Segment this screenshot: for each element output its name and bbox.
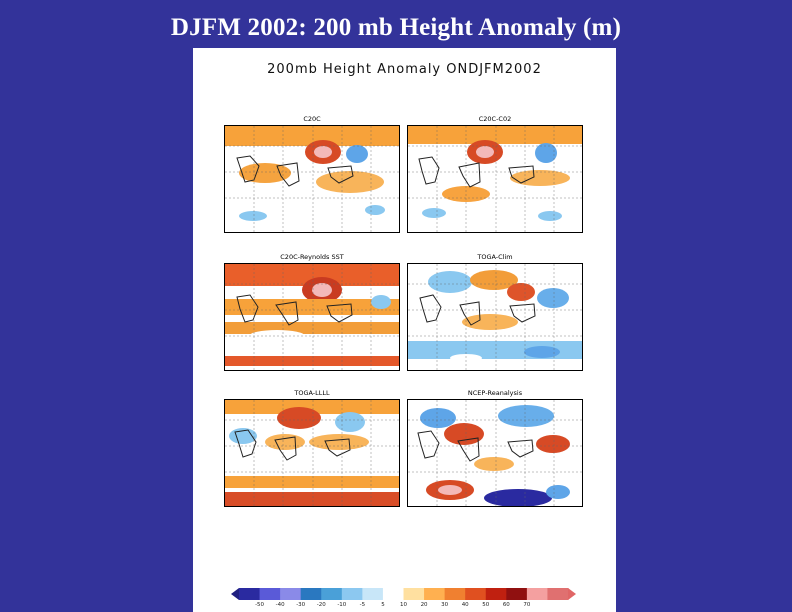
colorbar-tick-label: 30 (441, 602, 449, 608)
colorbar (231, 588, 576, 600)
panel-label-c20c-reynolds-sst: C20C-Reynolds SST (280, 253, 344, 261)
colorbar-segment (465, 588, 487, 600)
colorbar-tick-label: 50 (482, 602, 490, 608)
panel-label-ncep-reanalysis: NCEP-Reanalysis (467, 389, 523, 397)
colorbar-segment (444, 588, 466, 600)
figure-title: 200mb Height Anomaly ONDJFM2002 (267, 62, 542, 77)
colorbar-segment (259, 588, 281, 600)
colorbar-ticks: -50 -40 -30 -20 -10 -5 5 10 20 30 40 50 60 70 (231, 602, 576, 612)
colorbar-tick-label: 70 (523, 602, 531, 608)
map-panel-toga-llll (224, 399, 400, 507)
slide-title: DJFM 2002: 200 mb Height Anomaly (m) (170, 14, 622, 41)
colorbar-segment (424, 588, 446, 600)
anomaly-figure: 200mb Height Anomaly ONDJFM2002 C20C C20… (193, 48, 616, 612)
panel-label-c20c-c02: C20C-C02 (478, 115, 512, 123)
map-panel-ncep-reanalysis (407, 399, 583, 507)
colorbar-tick-label: -40 (275, 602, 285, 608)
colorbar-right-arrow (568, 588, 576, 600)
colorbar-left-arrow (231, 588, 239, 600)
map-panel-c20c-c02 (407, 125, 583, 233)
colorbar-segment (382, 588, 404, 600)
colorbar-tick-label: -30 (296, 602, 306, 608)
colorbar-segment (403, 588, 425, 600)
map-panel-toga-clim (407, 263, 583, 371)
colorbar-segment (280, 588, 302, 600)
colorbar-segment (300, 588, 322, 600)
panel-label-toga-llll: TOGA-LLLL (294, 389, 330, 397)
colorbar-tick-label: -50 (255, 602, 265, 608)
panel-label-toga-clim: TOGA-Clim (477, 253, 513, 261)
colorbar-segment (506, 588, 528, 600)
colorbar-segment (547, 588, 569, 600)
colorbar-segment (321, 588, 343, 600)
colorbar-tick-label: 40 (461, 602, 469, 608)
colorbar-segment (485, 588, 507, 600)
colorbar-segment (341, 588, 363, 600)
map-panel-c20c (224, 125, 400, 233)
map-panel-c20c-reynolds-sst (224, 263, 400, 371)
colorbar-tick-label: 60 (502, 602, 510, 608)
colorbar-tick-label: 10 (400, 602, 407, 608)
colorbar-tick-label: -10 (337, 602, 347, 608)
panel-label-c20c: C20C (303, 115, 321, 123)
colorbar-tick-label: -5 (359, 602, 366, 608)
colorbar-segment (526, 588, 548, 600)
colorbar-tick-label: 20 (420, 602, 428, 608)
colorbar-tick-label: 5 (381, 602, 385, 608)
colorbar-segment (239, 588, 261, 600)
colorbar-tick-label: -20 (316, 602, 326, 608)
colorbar-segment (362, 588, 384, 600)
